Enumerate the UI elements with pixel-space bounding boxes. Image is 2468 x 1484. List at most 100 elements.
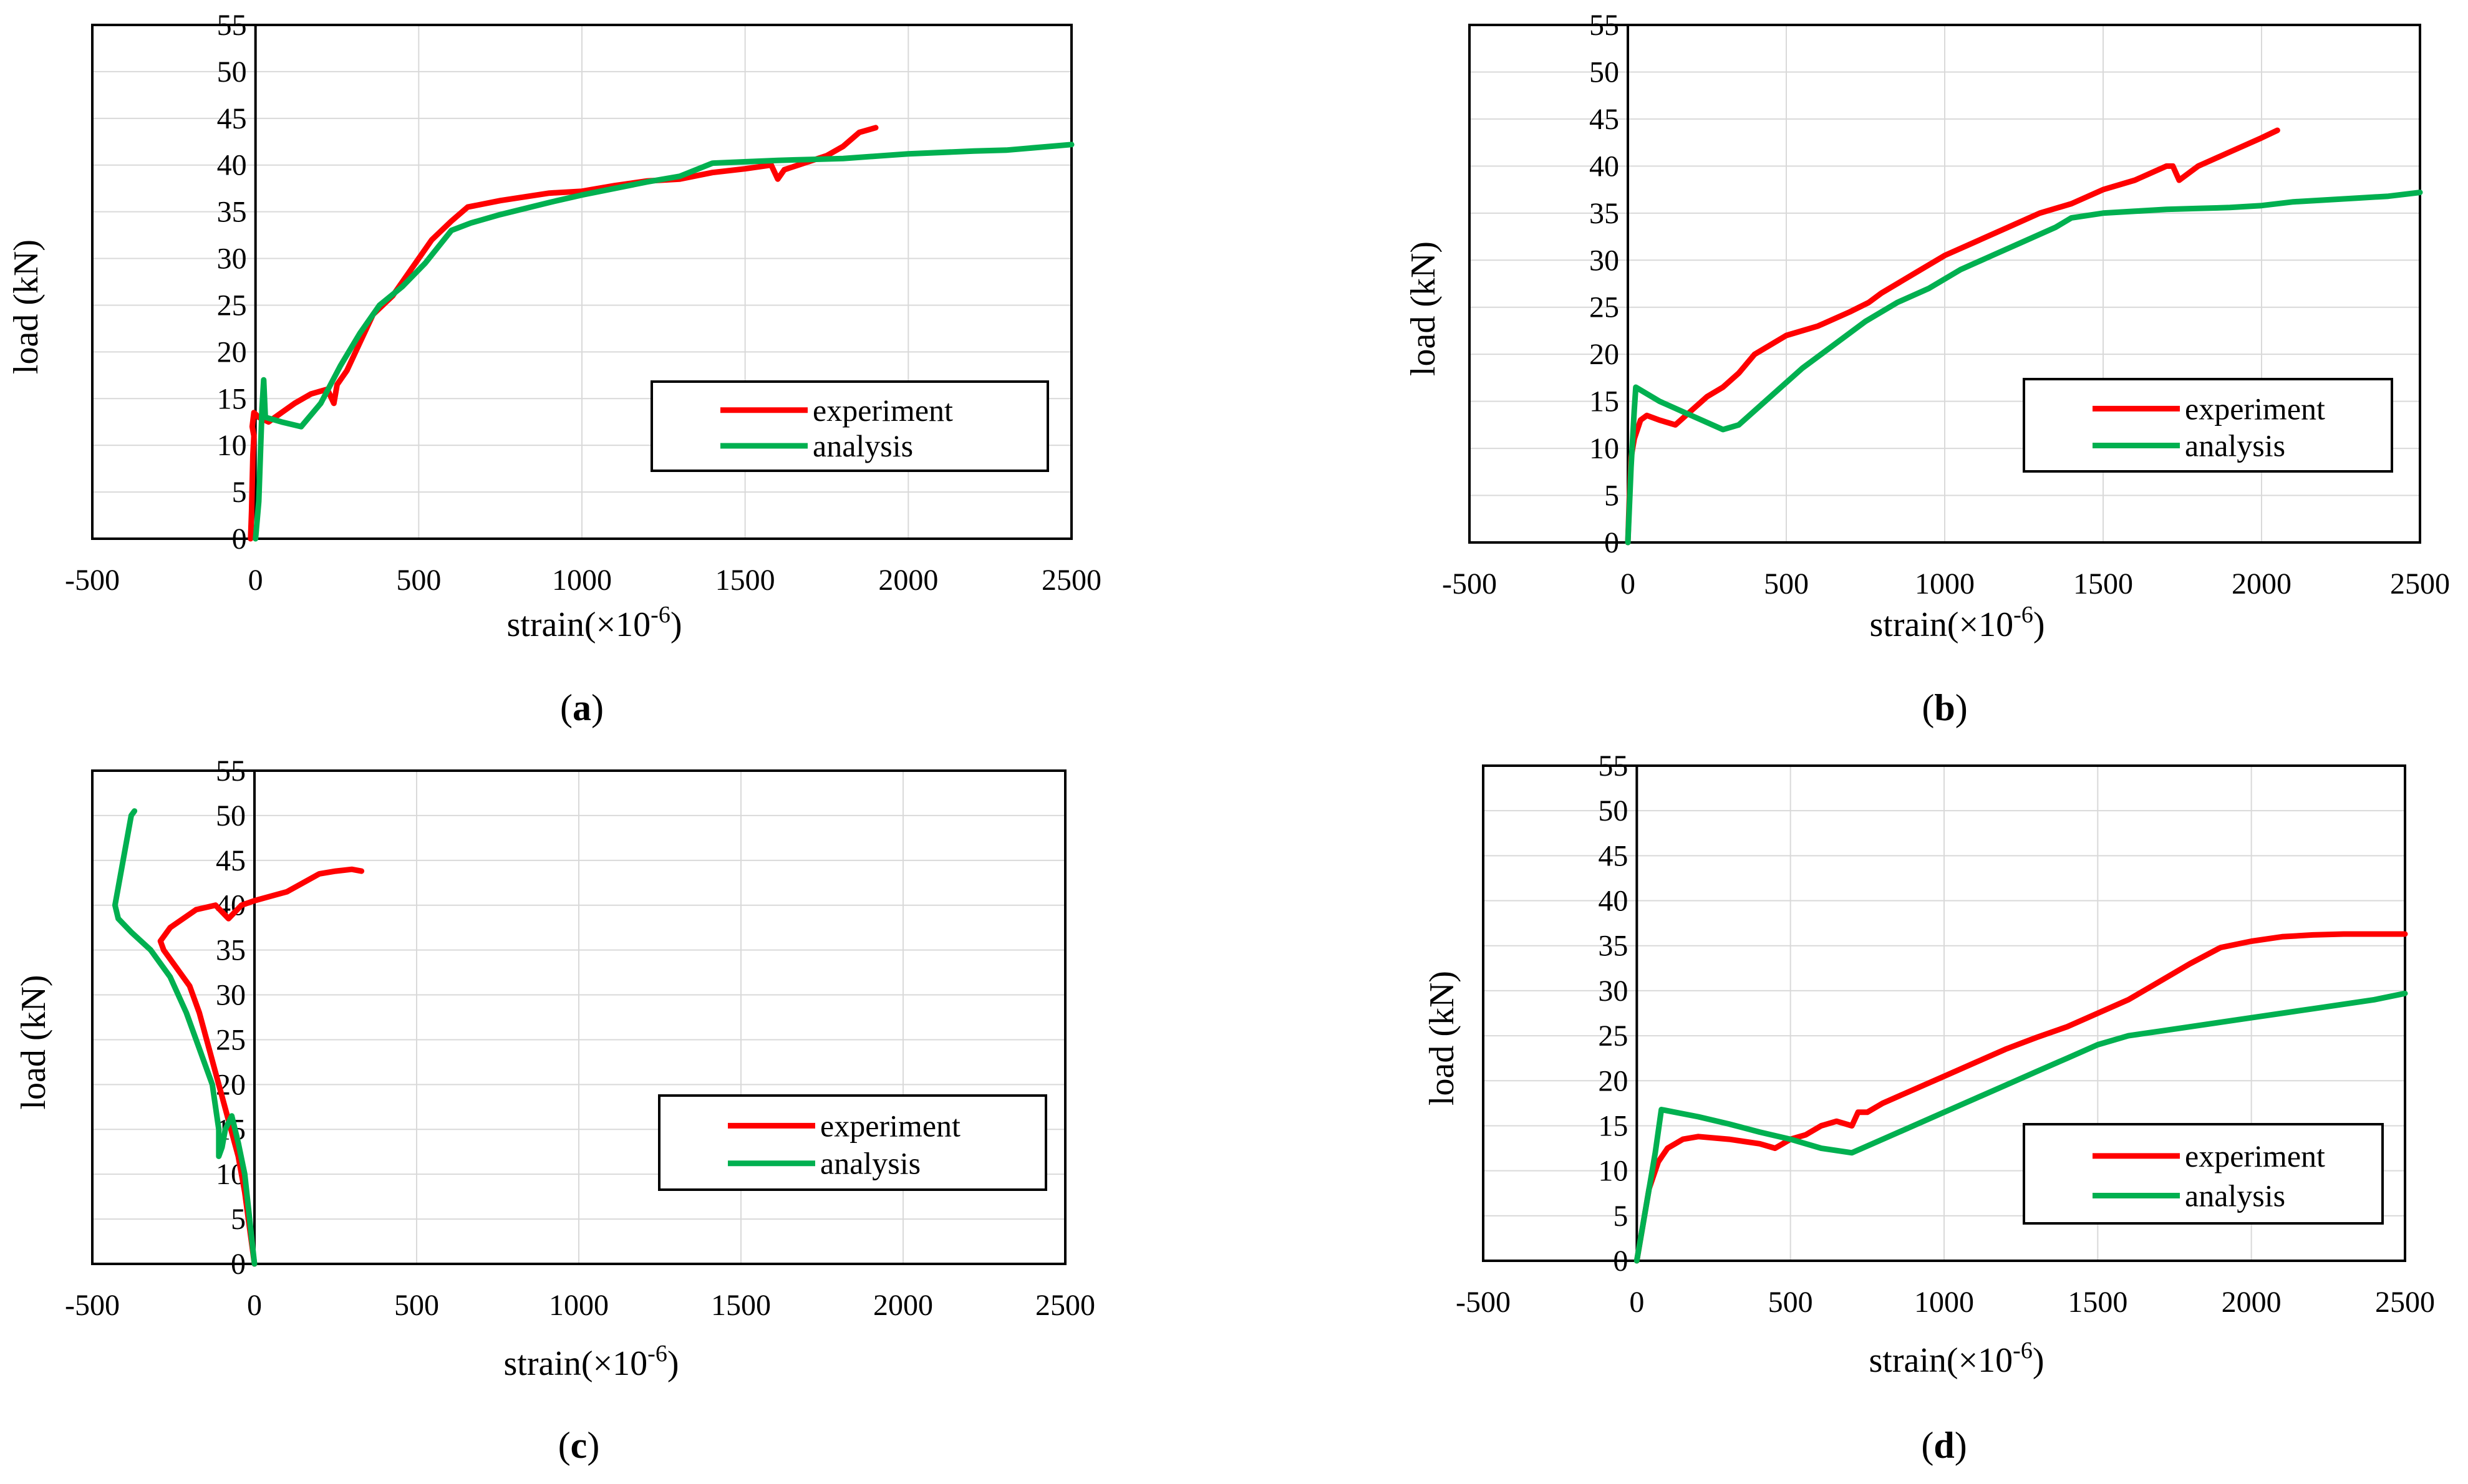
legend-label-experiment: experiment	[2185, 1139, 2325, 1173]
legend-label-experiment: experiment	[2185, 391, 2325, 426]
series-line-analysis	[1625, 190, 2423, 546]
y-tick-label: 0	[1613, 1245, 1628, 1278]
y-axis-title: load (kN)	[14, 975, 53, 1109]
y-tick-label: 50	[1589, 55, 1619, 89]
series-line-analysis	[253, 142, 1075, 542]
y-tick-label: 50	[217, 55, 247, 89]
x-tick-label: 1500	[2068, 1286, 2127, 1319]
x-tick-label: 2000	[873, 1289, 933, 1322]
y-tick-label: 10	[1589, 432, 1619, 465]
y-tick-label: 30	[217, 243, 247, 276]
plot-area	[91, 24, 1073, 540]
y-tick-label: 35	[216, 934, 246, 967]
x-axis-title: strain(×10-6)	[504, 1341, 679, 1383]
x-tick-label: 2500	[1042, 564, 1101, 597]
y-tick-label: 15	[217, 382, 247, 415]
y-tick-label: 50	[216, 799, 246, 832]
x-tick-label: 500	[1764, 567, 1809, 600]
plot-area	[1482, 764, 2406, 1262]
series-line-analysis	[1633, 990, 2408, 1264]
series-line-experiment	[1633, 931, 2408, 1264]
y-tick-label: 45	[1589, 103, 1619, 136]
y-tick-label: 45	[217, 102, 247, 135]
legend-box	[651, 380, 1049, 472]
y-tick-label: 40	[1589, 150, 1619, 183]
x-tick-label: 2000	[878, 564, 938, 597]
x-tick-label: 2000	[2222, 1286, 2282, 1319]
x-axis-title: strain(×10-6)	[1869, 1337, 2045, 1380]
legend: experiment analysis	[2023, 1123, 2384, 1225]
x-tick-label: -500	[65, 564, 120, 597]
panel-label: (d)	[1921, 1425, 1967, 1466]
chart-panel-a: 0 5 10 15 20 25 30 35 40 45 50 55 -500 0 500 1000 1500 20…	[7, 9, 1101, 728]
y-tick-label: 25	[1589, 291, 1619, 324]
legend-label-experiment: experiment	[813, 393, 953, 428]
legend-box	[2023, 378, 2393, 473]
y-tick-label: 15	[1598, 1109, 1628, 1142]
x-tick-label: 0	[1629, 1286, 1644, 1319]
y-tick-label: 45	[1598, 839, 1628, 872]
x-tick-label: 500	[1768, 1286, 1813, 1319]
y-tick-label: 55	[1589, 9, 1619, 42]
x-axis-title: strain(×10-6)	[507, 602, 682, 644]
chart-panel-b: 0 5 10 15 20 25 30 35 40 45 50 55 -500 0 500 1000 1500 20…	[1404, 9, 2450, 728]
y-tick-label: 30	[1598, 975, 1628, 1008]
x-tick-label: 0	[1620, 567, 1635, 600]
x-tick-label: 1000	[1914, 1286, 1974, 1319]
x-tick-label: 1500	[2073, 567, 2133, 600]
legend-label-experiment: experiment	[820, 1108, 961, 1143]
panel-label: (c)	[558, 1425, 600, 1466]
series-line-analysis	[112, 808, 258, 1267]
legend-box	[2023, 1123, 2384, 1225]
x-tick-label: 0	[247, 1289, 262, 1322]
x-tick-label: 2500	[2375, 1286, 2435, 1319]
x-tick-label: 1000	[549, 1289, 609, 1322]
plot-area	[1468, 24, 2421, 544]
y-tick-label: 25	[216, 1023, 246, 1056]
legend-label-analysis: analysis	[813, 428, 913, 463]
x-tick-label: -500	[65, 1289, 120, 1322]
x-tick-label: 500	[396, 564, 441, 597]
x-tick-label: 1500	[711, 1289, 771, 1322]
legend-label-analysis: analysis	[2185, 428, 2285, 463]
y-tick-label: 55	[1598, 749, 1628, 783]
x-tick-label: 1000	[1915, 567, 1975, 600]
x-tick-label: 500	[394, 1289, 439, 1322]
y-tick-label: 35	[1598, 930, 1628, 963]
y-tick-label: 25	[1598, 1019, 1628, 1053]
y-tick-label: 5	[1613, 1200, 1628, 1233]
y-tick-label: 40	[1598, 885, 1628, 918]
x-tick-label: 0	[248, 564, 263, 597]
x-axis-title: strain(×10-6)	[1870, 602, 2045, 644]
y-tick-label: 5	[1604, 479, 1619, 513]
y-tick-label: 35	[217, 196, 247, 229]
x-tick-label: -500	[1442, 567, 1497, 600]
y-tick-label: 0	[1604, 526, 1619, 559]
legend-label-analysis: analysis	[2185, 1178, 2285, 1213]
chart-panel-d: 0 5 10 15 20 25 30 35 40 45 50 55 -500 0 500 1000 1500 20…	[1423, 749, 2435, 1466]
series-line-experiment	[157, 866, 365, 1267]
x-tick-label: 2500	[1035, 1289, 1095, 1322]
plot-area	[91, 769, 1067, 1265]
y-tick-label: 5	[231, 1203, 246, 1236]
y-tick-label: 0	[232, 523, 247, 556]
y-tick-label: 30	[216, 979, 246, 1012]
series-line-experiment	[1625, 127, 2280, 546]
y-tick-label: 50	[1598, 794, 1628, 827]
x-tick-label: -500	[1456, 1286, 1511, 1319]
x-tick-label: 1000	[552, 564, 612, 597]
y-axis-title: load (kN)	[7, 239, 46, 374]
y-tick-label: 20	[1589, 338, 1619, 371]
y-axis-title: load (kN)	[1404, 241, 1443, 376]
panel-label: (b)	[1922, 687, 1967, 728]
y-tick-label: 20	[1598, 1064, 1628, 1097]
y-tick-label: 10	[217, 429, 247, 462]
series-line-experiment	[248, 125, 879, 542]
y-tick-label: 55	[217, 9, 247, 42]
x-tick-label: 2000	[2232, 567, 2291, 600]
x-tick-label: 1500	[715, 564, 775, 597]
